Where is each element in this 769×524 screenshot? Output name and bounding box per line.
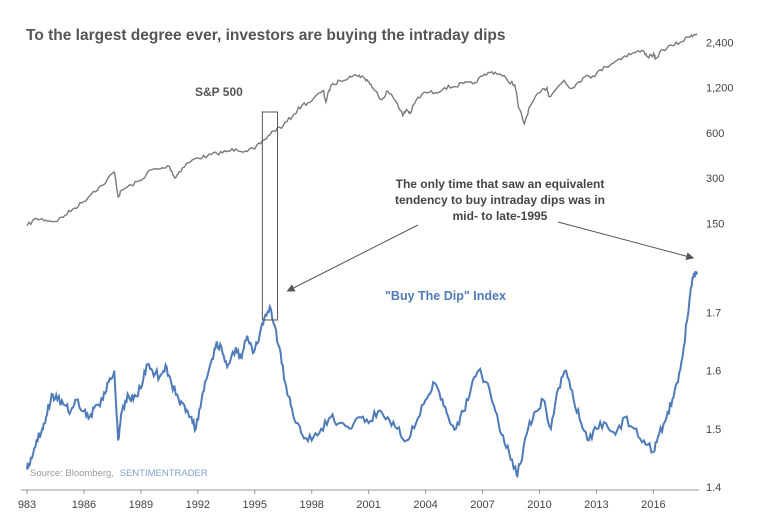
x-axis-ticks: 983 1986 1989 1992 1995 1998 2001 2004 2007 2010 2… (18, 490, 666, 511)
sp500-tick-label: 600 (706, 128, 724, 140)
x-tick-label: 1998 (299, 499, 323, 511)
chart-title: To the largest degree ever, investors ar… (26, 27, 506, 44)
x-tick-label: 1989 (129, 499, 153, 511)
x-tick-label: 1995 (243, 499, 267, 511)
sp500-tick-label: 1,200 (706, 83, 734, 95)
x-tick-label: 2007 (470, 499, 494, 511)
source-text: Source: Bloomberg, (30, 468, 114, 479)
index-tick-label: 1.5 (706, 424, 721, 436)
source-brand: SENTIMENTRADER (120, 468, 208, 479)
annotation-arrow-1995 (286, 224, 419, 292)
x-tick-label: 1986 (72, 499, 96, 511)
x-tick-label: 1992 (186, 499, 210, 511)
annotation-line-2: tendency to buy intraday dips was in (395, 193, 605, 207)
index-tick-label: 1.4 (706, 482, 721, 494)
sp500-series-label: S&P 500 (195, 85, 243, 99)
annotation-line-3: mid- to late-1995 (453, 209, 548, 223)
sp500-tick-label: 150 (706, 219, 724, 231)
index-tick-label: 1.6 (706, 366, 721, 378)
x-tick-label: 2001 (356, 499, 380, 511)
sp500-tick-label: 2,400 (706, 37, 734, 49)
annotation-arrow-2018 (557, 221, 695, 261)
source-note: Source: Bloomberg, SENTIMENTRADER (30, 468, 208, 479)
buy-the-dip-series-label: "Buy The Dip" Index (385, 289, 506, 303)
x-tick-label: 2004 (413, 499, 437, 511)
x-tick-label: 2010 (527, 499, 551, 511)
index-tick-label: 1.7 (706, 307, 721, 319)
annotation-line-1: The only time that saw an equivalent (396, 177, 605, 191)
sp500-tick-label: 300 (706, 173, 724, 185)
buy-the-dip-series-line (26, 270, 698, 479)
sp500-series-line (26, 33, 698, 227)
index-axis-ticks: 1.7 1.6 1.5 1.4 (706, 307, 721, 494)
x-tick-label: 2013 (584, 499, 608, 511)
mid-1995-highlight-box (261, 111, 279, 321)
sp500-axis-ticks: 2,400 1,200 600 300 150 (706, 37, 734, 230)
x-tick-label: 983 (18, 499, 36, 511)
x-tick-label: 2016 (641, 499, 665, 511)
